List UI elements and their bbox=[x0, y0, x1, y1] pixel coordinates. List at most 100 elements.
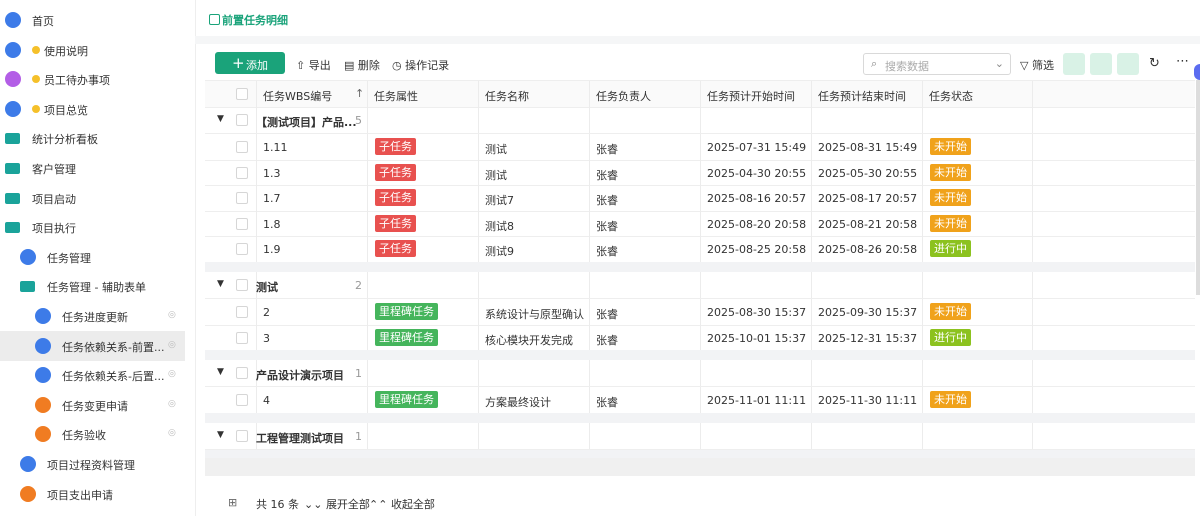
sidebar-label: 任务管理 - 辅助表单 bbox=[47, 281, 146, 295]
refresh-button[interactable]: ↻ bbox=[1149, 56, 1160, 71]
sidebar-item[interactable]: 项目支出申请 bbox=[0, 479, 185, 509]
column-border bbox=[478, 236, 479, 262]
sidebar-item[interactable]: 任务依赖关系-后置... ◎ bbox=[0, 360, 185, 390]
column-border bbox=[256, 360, 257, 387]
group-count: 1 bbox=[355, 429, 362, 443]
item-icon bbox=[35, 337, 51, 354]
column-border bbox=[478, 159, 479, 186]
collapse-button[interactable]: ⌃⌃ 收起全部 bbox=[369, 498, 435, 511]
row-checkbox[interactable] bbox=[236, 166, 248, 179]
column-header: 任务属性 bbox=[374, 90, 418, 103]
column-header: 任务负责人 bbox=[596, 90, 651, 103]
group-gap bbox=[205, 412, 1195, 423]
column-border bbox=[256, 299, 257, 325]
group-checkbox[interactable] bbox=[236, 367, 248, 380]
cell: 测试7 bbox=[485, 194, 514, 208]
sidebar-item[interactable]: 统计分析看板 bbox=[0, 123, 185, 153]
sidebar-item[interactable]: 员工待办事项 bbox=[0, 64, 185, 94]
column-border bbox=[700, 236, 701, 262]
search-box[interactable]: ⌕ 搜索数据 ⌄ bbox=[863, 53, 1011, 75]
filter-button[interactable]: ▽ 筛选 bbox=[1020, 59, 1054, 72]
log-button[interactable]: ◷ 操作记录 bbox=[392, 59, 450, 72]
group-caret: ▼ bbox=[217, 429, 224, 440]
sidebar-item[interactable]: 任务进度更新 ◎ bbox=[0, 301, 185, 331]
group-row[interactable] bbox=[205, 107, 1195, 134]
table: 任务WBS编号 任务属性 任务名称 任务负责人 任务预计开始时间 任务预计结束时间 任务状态… bbox=[205, 80, 1195, 459]
row-checkbox[interactable] bbox=[236, 394, 248, 407]
export-label: 导出 bbox=[308, 59, 331, 72]
sidebar-item[interactable]: 任务管理 - 辅助表单 bbox=[0, 271, 185, 301]
cell: 张睿 bbox=[596, 219, 618, 233]
delete-button[interactable]: ▤ 删除 bbox=[344, 59, 380, 72]
column-border bbox=[256, 387, 257, 413]
sidebar-item[interactable]: 首页 bbox=[0, 5, 185, 35]
row-checkbox[interactable] bbox=[236, 217, 248, 230]
sidebar-item[interactable]: 客户管理 bbox=[0, 153, 185, 183]
row-checkbox[interactable] bbox=[236, 141, 248, 153]
column-border bbox=[700, 185, 701, 211]
column-border bbox=[367, 272, 368, 298]
delete-label: 删除 bbox=[357, 59, 380, 72]
group-title: 产品设计演示项目 bbox=[256, 369, 344, 383]
group-gap bbox=[205, 449, 1195, 459]
cell: 4 bbox=[263, 394, 270, 408]
header-checkbox[interactable] bbox=[236, 88, 248, 100]
sidebar-item[interactable]: 任务验收 ◎ bbox=[0, 419, 185, 449]
group-button[interactable] bbox=[1117, 53, 1139, 75]
sidebar-item[interactable]: 项目执行 bbox=[0, 212, 185, 242]
folder-icon bbox=[5, 222, 20, 234]
export-button[interactable]: ⇧ 导出 bbox=[296, 59, 331, 72]
sidebar-item[interactable]: 项目启动 bbox=[0, 183, 185, 213]
column-border bbox=[700, 210, 701, 237]
column-border bbox=[367, 134, 368, 160]
expand-label: 展开全部 bbox=[325, 498, 370, 511]
column-border bbox=[811, 324, 812, 351]
group-row[interactable] bbox=[205, 360, 1195, 388]
add-button[interactable]: + 添加 bbox=[215, 52, 285, 74]
column-border bbox=[589, 236, 590, 262]
sidebar-item[interactable]: 任务变更申请 ◎ bbox=[0, 390, 185, 420]
column-border bbox=[700, 360, 701, 387]
row-checkbox[interactable] bbox=[236, 192, 248, 205]
column-border bbox=[478, 210, 479, 237]
folder-icon bbox=[5, 133, 20, 145]
more-button[interactable]: ⋯ bbox=[1176, 54, 1189, 69]
row-checkbox[interactable] bbox=[236, 331, 248, 344]
cell: 2025-08-16 20:57 bbox=[707, 192, 807, 206]
folder-icon bbox=[20, 281, 35, 293]
group-row[interactable] bbox=[205, 423, 1195, 450]
sidebar-item[interactable]: 项目总览 bbox=[0, 94, 185, 124]
group-caret: ▼ bbox=[217, 279, 224, 289]
column-border bbox=[700, 272, 701, 298]
column-border bbox=[367, 210, 368, 237]
sidebar-item[interactable]: 使用说明 bbox=[0, 35, 185, 65]
sidebar-item[interactable]: 任务管理 bbox=[0, 242, 185, 272]
column-border bbox=[700, 134, 701, 160]
status-tag: 未开始 bbox=[930, 163, 971, 181]
sidebar-item[interactable]: 项目过程资料管理 bbox=[0, 449, 185, 479]
column-border bbox=[367, 324, 368, 351]
tab[interactable]: 前置任务明细 . bbox=[205, 8, 309, 38]
group-checkbox[interactable] bbox=[236, 429, 248, 442]
group-gap bbox=[205, 350, 1195, 361]
item-icon bbox=[5, 100, 21, 117]
column-border bbox=[367, 387, 368, 413]
row-checkbox[interactable] bbox=[236, 243, 248, 256]
sidebar-item[interactable]: 任务依赖关系-前置... ◎ bbox=[0, 330, 185, 361]
view-button[interactable] bbox=[1063, 53, 1085, 75]
hidden-icon: ◎ bbox=[168, 339, 176, 350]
float-button[interactable] bbox=[1194, 64, 1200, 80]
column-border bbox=[589, 81, 590, 107]
expand-button[interactable]: ⌄⌄ 展开全部 bbox=[304, 498, 370, 511]
item-icon bbox=[20, 485, 36, 502]
row-checkbox[interactable] bbox=[236, 306, 248, 318]
status-tag: 未开始 bbox=[930, 303, 971, 320]
group-checkbox[interactable] bbox=[236, 114, 248, 126]
sort-button[interactable] bbox=[1090, 53, 1112, 75]
column-border bbox=[700, 324, 701, 351]
column-border bbox=[922, 107, 923, 133]
column-border bbox=[589, 299, 590, 325]
column-border bbox=[1032, 272, 1033, 298]
group-checkbox[interactable] bbox=[236, 279, 248, 291]
group-row[interactable] bbox=[205, 272, 1195, 299]
